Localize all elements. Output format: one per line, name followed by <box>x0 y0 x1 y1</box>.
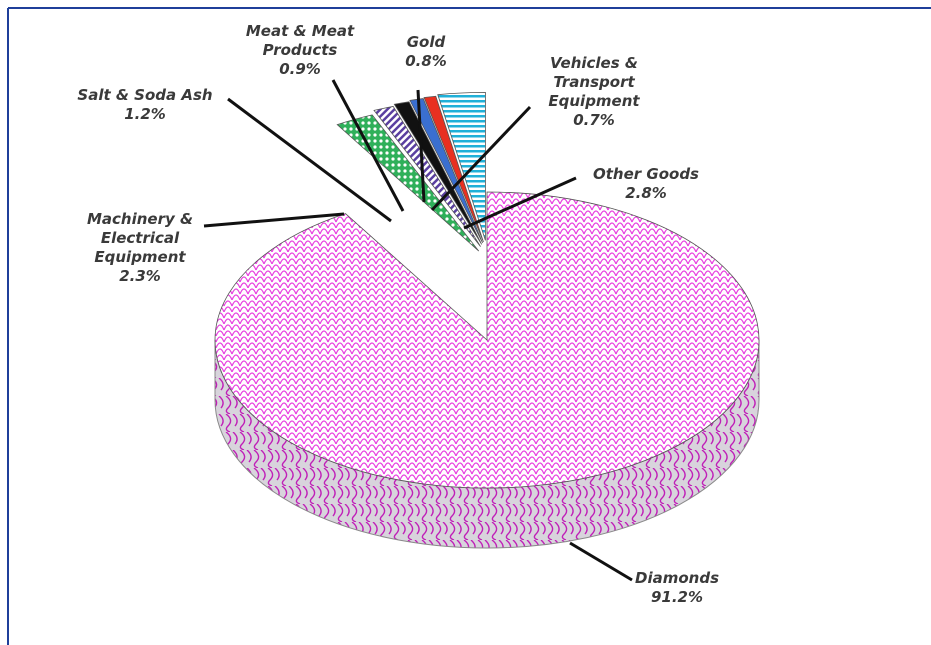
label-machinery-electrical-equipment: Machinery & Electrical Equipment 2.3% <box>87 210 193 285</box>
value-label-other-goods: 2.8% <box>625 184 667 202</box>
value-label-salt-soda-ash: 1.2% <box>124 105 166 123</box>
label-diamonds: Diamonds 91.2% <box>635 569 719 606</box>
category-label-vehicles-transport-equipment: Vehicles & <box>550 54 638 72</box>
label-other-goods: Other Goods 2.8% <box>593 165 699 202</box>
value-label-gold: 0.8% <box>405 52 447 70</box>
category-label-salt-soda-ash: Salt & Soda Ash <box>77 86 212 104</box>
value-label-vehicles-transport-equipment: 0.7% <box>573 111 615 129</box>
leader-line-vehicles-transport-equipment <box>430 105 532 212</box>
value-label-meat-meat-products: 0.9% <box>279 60 321 78</box>
slice-other-goods <box>437 91 486 241</box>
category-label-vehicles-transport-equipment: Transport <box>553 73 635 91</box>
category-label-machinery-electrical-equipment: Equipment <box>94 248 186 266</box>
category-label-meat-meat-products: Products <box>263 41 338 59</box>
value-label-diamonds: 91.2% <box>651 588 703 606</box>
leader-line-gold <box>416 89 426 203</box>
leader-line-salt-soda-ash <box>227 97 392 223</box>
label-meat-meat-products: Meat & Meat Products 0.9% <box>246 22 355 78</box>
value-label-machinery-electrical-equipment: 2.3% <box>119 267 161 285</box>
category-label-other-goods: Other Goods <box>593 165 699 183</box>
category-label-machinery-electrical-equipment: Electrical <box>101 229 180 247</box>
label-vehicles-transport-equipment: Vehicles & Transport Equipment 0.7% <box>548 54 640 129</box>
label-salt-soda-ash: Salt & Soda Ash 1.2% <box>77 86 212 123</box>
leader-line-meat-meat-products <box>331 79 405 212</box>
slice-gold <box>409 98 483 244</box>
slice-diamonds <box>214 191 760 489</box>
leader-line-diamonds <box>569 541 633 582</box>
category-label-diamonds: Diamonds <box>635 569 719 587</box>
category-label-machinery-electrical-equipment: Machinery & <box>87 210 193 228</box>
category-label-vehicles-transport-equipment: Equipment <box>548 92 640 110</box>
category-label-gold: Gold <box>407 33 446 51</box>
leader-line-other-goods <box>463 176 577 230</box>
label-gold: Gold 0.8% <box>405 33 447 70</box>
category-label-meat-meat-products: Meat & Meat <box>246 22 355 40</box>
leader-line-machinery-electrical-equipment <box>203 212 345 228</box>
slice-vehicles-transport-equipment <box>423 95 484 243</box>
slice-meat-meat-products <box>393 101 483 245</box>
slice-salt-soda-ash <box>373 105 481 247</box>
